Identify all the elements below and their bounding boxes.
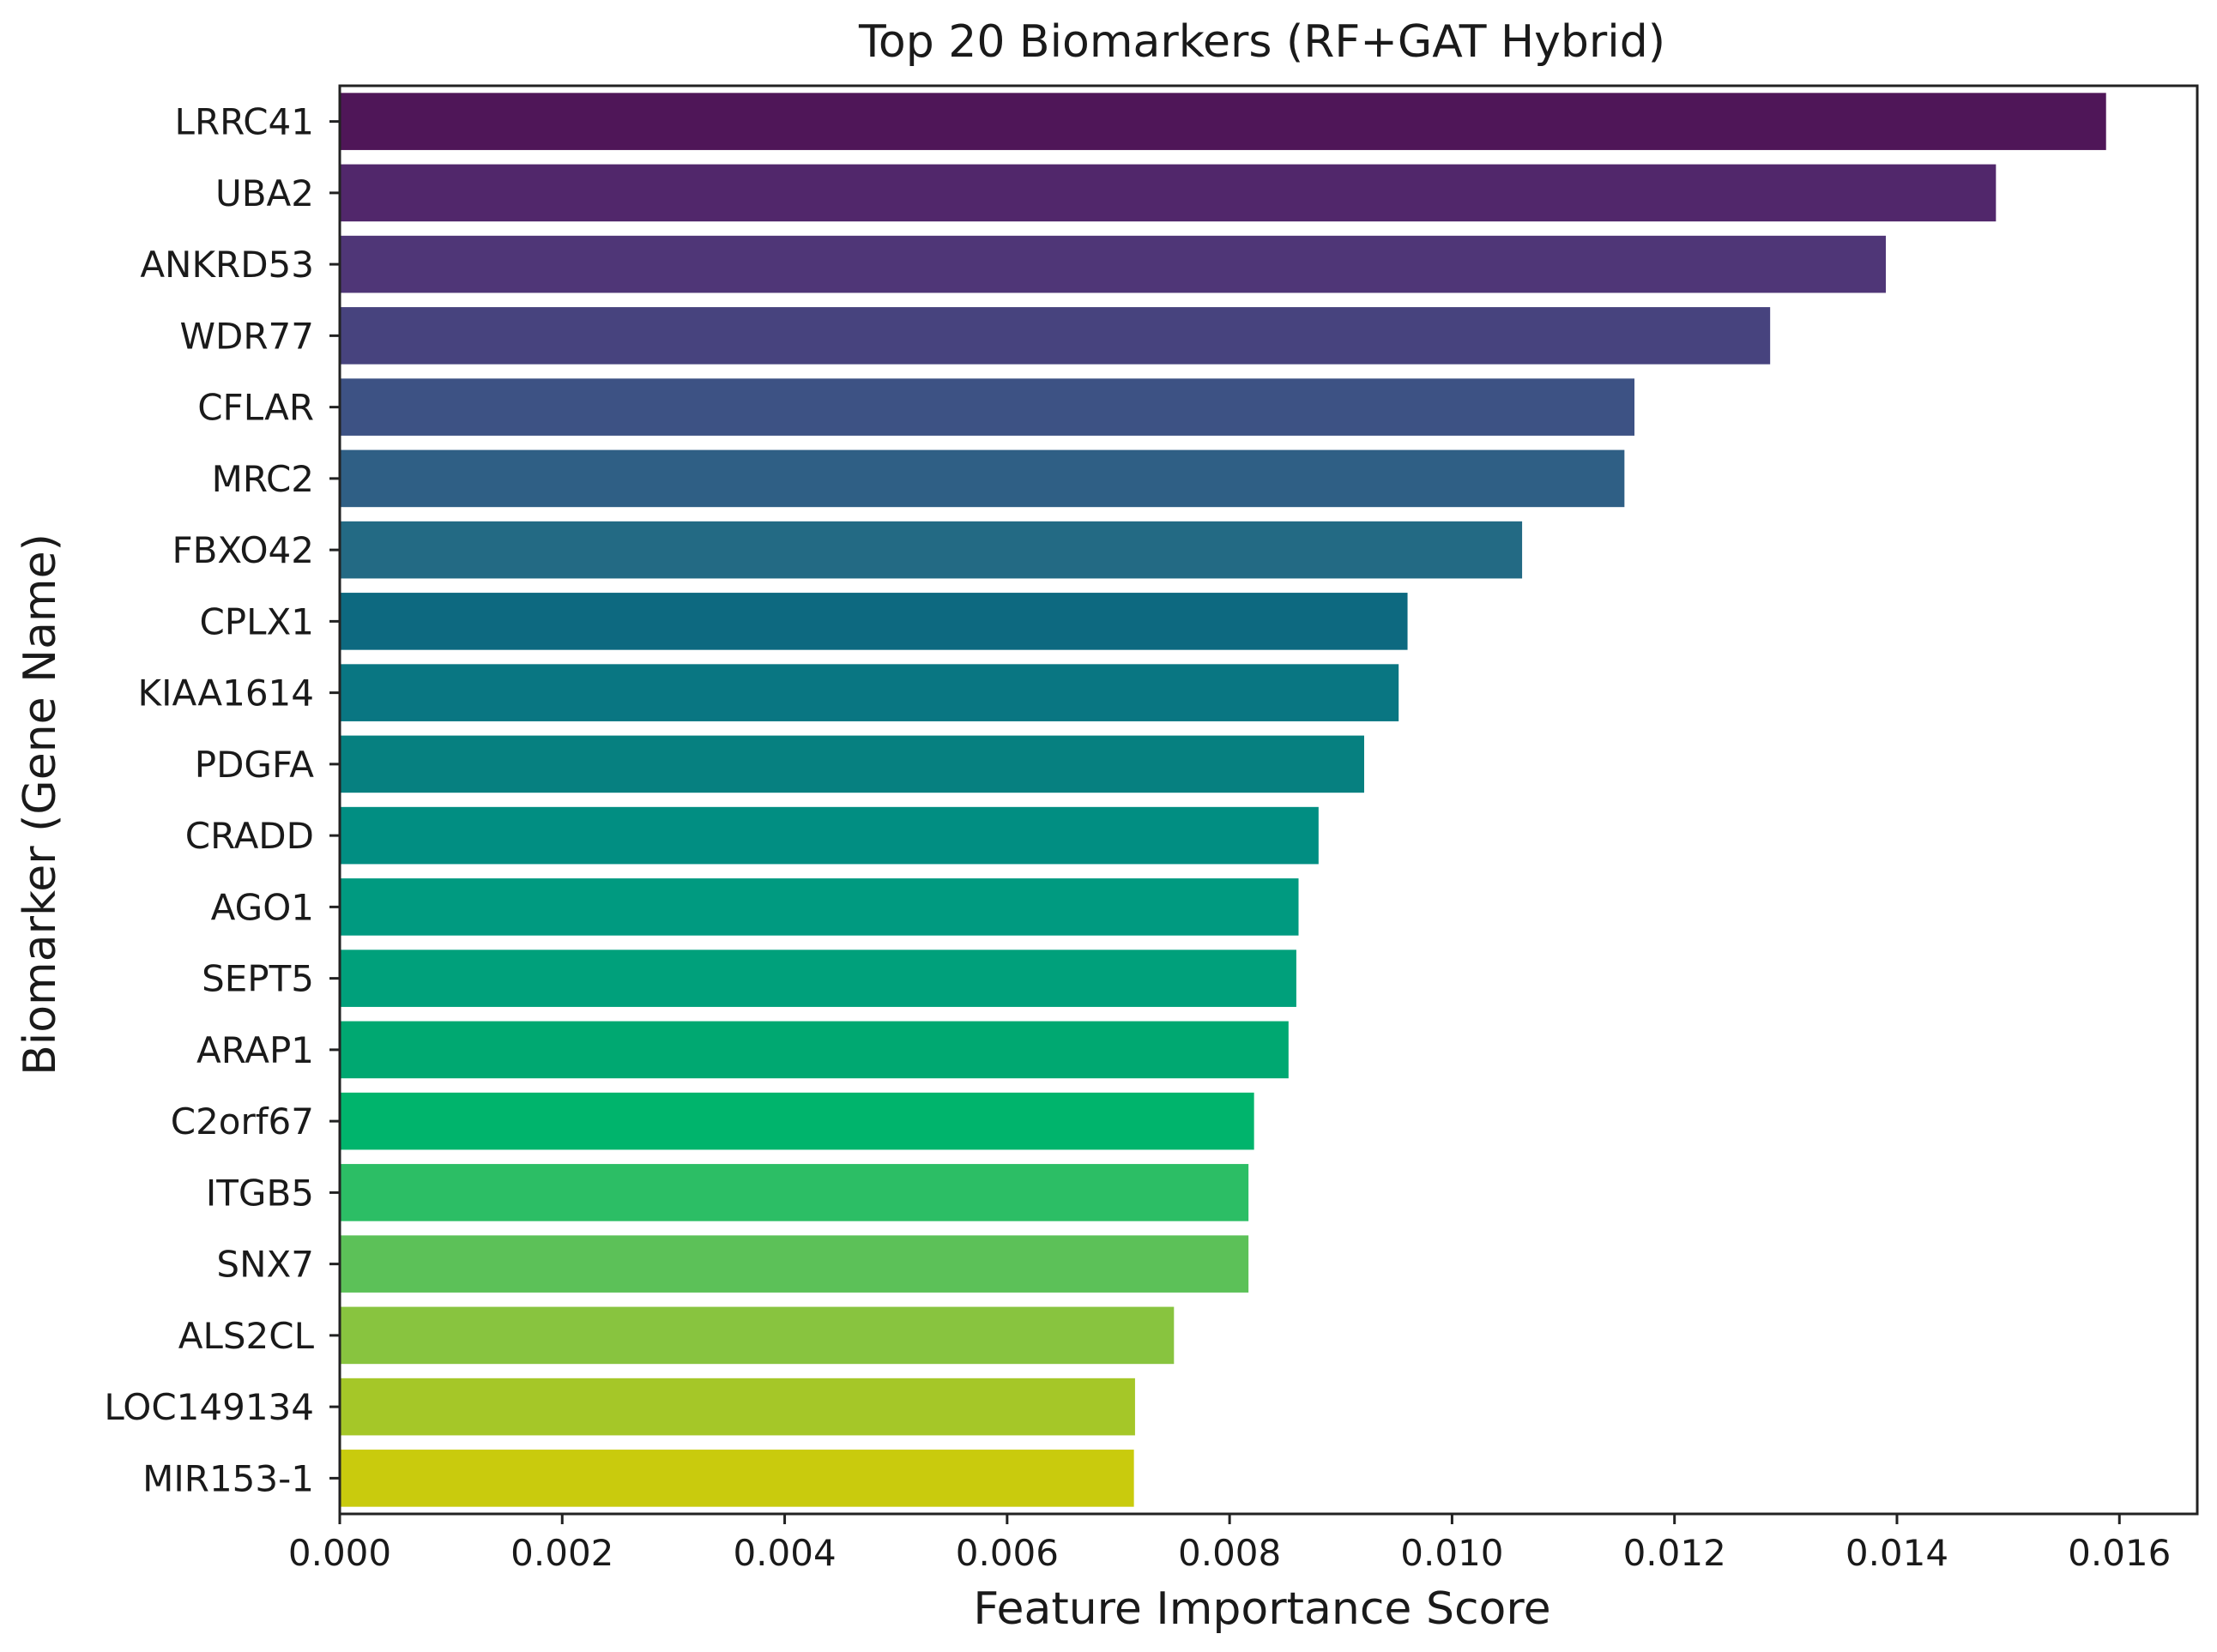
y-tick-label: CPLX1 <box>199 600 314 642</box>
bar-lrrc41 <box>340 93 2106 150</box>
y-tick-label: ITGB5 <box>206 1172 314 1214</box>
x-tick-label: 0.006 <box>956 1532 1059 1574</box>
bar-cradd <box>340 806 1319 865</box>
x-tick-label: 0.002 <box>510 1532 613 1574</box>
bar-ago1 <box>340 878 1299 936</box>
y-tick-label: PDGFA <box>195 744 315 786</box>
y-tick-label: KIAA1614 <box>138 672 314 714</box>
bar-arap1 <box>340 1021 1289 1079</box>
x-tick-label: 0.010 <box>1400 1532 1503 1574</box>
y-tick-label: CFLAR <box>197 387 314 429</box>
plot-frame <box>338 84 2199 1516</box>
bar-loc149134 <box>340 1378 1135 1436</box>
bar-uba2 <box>340 164 1997 222</box>
bar-c2orf67 <box>340 1092 1254 1150</box>
x-tick-label: 0.008 <box>1178 1532 1281 1574</box>
bar-wdr77 <box>340 307 1771 365</box>
bar-ankrd53 <box>340 235 1887 293</box>
y-tick-label: SNX7 <box>216 1244 314 1286</box>
bar-snx7 <box>340 1235 1249 1293</box>
y-tick-label: MIR153-1 <box>142 1457 314 1499</box>
y-tick-label: LRRC41 <box>175 101 314 143</box>
bar-cflar <box>340 378 1635 436</box>
x-tick-label: 0.014 <box>1845 1532 1948 1574</box>
y-tick-label: AGO1 <box>211 886 314 928</box>
y-tick-label: ANKRD53 <box>140 244 314 286</box>
x-ticks-layer: 0.000 0.002 0.004 0.006 0.008 0.010 0.012 0.014… <box>288 1514 2171 1574</box>
x-tick-label: 0.000 <box>288 1532 391 1574</box>
x-tick-label: 0.016 <box>2068 1532 2171 1574</box>
y-tick-label: C2orf67 <box>171 1100 314 1143</box>
x-tick-label: 0.012 <box>1623 1532 1726 1574</box>
x-tick-label: 0.004 <box>733 1532 836 1574</box>
y-axis-label: Biomarker (Gene Name) <box>15 534 66 1076</box>
y-tick-label: WDR77 <box>180 315 315 357</box>
y-tick-label: LOC149134 <box>104 1386 314 1428</box>
bar-kiaa1614 <box>340 664 1399 721</box>
y-tick-label: SEPT5 <box>202 958 314 1000</box>
chart-title: Top 20 Biomarkers (RF+GAT Hybrid) <box>858 16 1665 68</box>
bar-mir153-1 <box>340 1450 1134 1507</box>
y-ticks-layer: LRRC41 UBA2 ANKRD53 WDR77 CFLAR MRC2 FBXO42 CPL… <box>104 101 340 1499</box>
y-tick-label: FBXO42 <box>172 529 314 571</box>
bar-pdgfa <box>340 735 1364 793</box>
x-axis-label: Feature Importance Score <box>973 1583 1550 1635</box>
y-tick-label: MRC2 <box>212 458 314 500</box>
bar-mrc2 <box>340 449 1625 508</box>
bar-itgb5 <box>340 1164 1249 1221</box>
bar-cplx1 <box>340 593 1408 650</box>
bar-als2cl <box>340 1306 1175 1365</box>
bar-fbxo42 <box>340 521 1523 579</box>
y-tick-label: CRADD <box>185 815 314 857</box>
y-tick-label: ALS2CL <box>178 1315 315 1357</box>
bar-sept5 <box>340 950 1296 1007</box>
y-tick-label: ARAP1 <box>196 1029 314 1071</box>
bars-layer <box>340 93 2106 1507</box>
y-tick-label: UBA2 <box>215 172 314 214</box>
